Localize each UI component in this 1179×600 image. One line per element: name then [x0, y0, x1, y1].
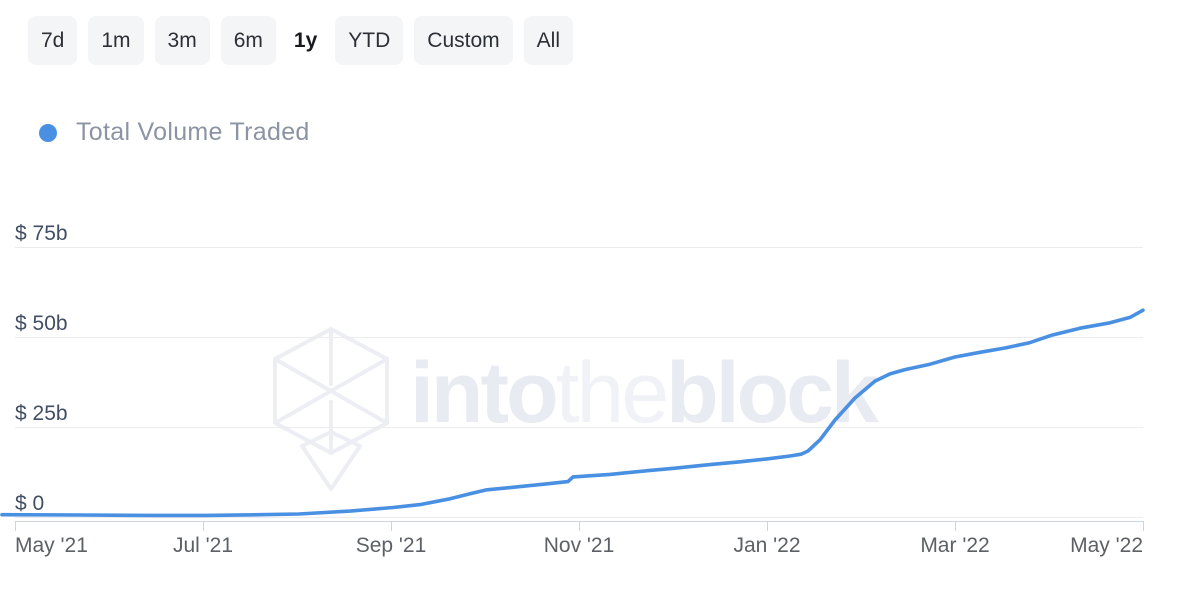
gridline-25 [15, 427, 1143, 428]
time-range-button-1m[interactable]: 1m [88, 16, 144, 65]
x-axis-label-6: May '22 [1070, 534, 1143, 557]
legend-label: Total Volume Traded [76, 118, 310, 146]
x-axis-tick-0 [15, 521, 16, 531]
x-axis-tick-3 [579, 521, 580, 531]
x-axis-label-5: Mar '22 [920, 534, 990, 557]
gridline-50 [15, 337, 1143, 338]
chart-line-total-volume-traded [0, 308, 1145, 518]
legend-dot-icon [39, 123, 57, 142]
time-range-button-6m[interactable]: 6m [220, 16, 276, 65]
time-range-button-custom[interactable]: Custom [414, 16, 513, 65]
y-axis-label-25: $ 25b [15, 402, 68, 425]
x-axis-label-2: Sep '21 [355, 534, 427, 557]
x-axis-tick-4 [767, 521, 768, 531]
x-axis-label-1: Jul '21 [172, 534, 234, 557]
x-axis-label-4: Jan '22 [733, 534, 801, 557]
time-range-button-all[interactable]: All [523, 16, 573, 65]
x-axis-tick-2 [391, 521, 392, 531]
y-axis-label-50: $ 50b [15, 312, 68, 335]
x-axis-label-3: Nov '21 [543, 534, 615, 557]
time-range-button-3m[interactable]: 3m [154, 16, 210, 65]
y-axis-label-0: $ 0 [15, 492, 45, 515]
time-range-toolbar: 7d 1m 3m 6m 1y YTD Custom All [28, 16, 573, 65]
gridline-0 [15, 517, 1143, 518]
time-range-button-7d[interactable]: 7d [28, 16, 78, 65]
x-axis-label-0: May '21 [15, 534, 88, 557]
gridline-75 [15, 247, 1143, 248]
time-range-button-1y[interactable]: 1y [293, 28, 318, 52]
legend-item-total-volume-traded[interactable]: Total Volume Traded [39, 118, 310, 147]
x-axis-tick-5 [955, 521, 956, 531]
x-axis-tick-6 [1143, 521, 1144, 531]
x-axis-tick-1 [203, 521, 204, 531]
y-axis-label-75: $ 75b [15, 222, 68, 245]
time-range-button-ytd[interactable]: YTD [335, 16, 404, 65]
